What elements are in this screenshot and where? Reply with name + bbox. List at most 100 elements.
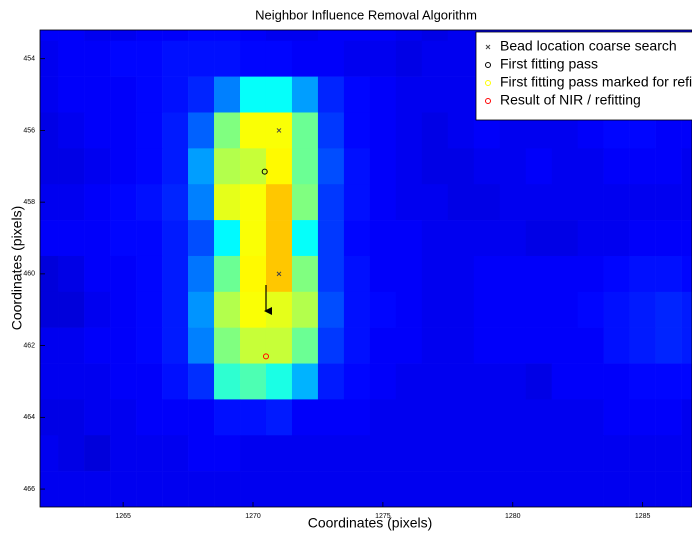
heat-cell — [318, 220, 344, 256]
heat-cell — [292, 435, 318, 471]
heat-cell — [318, 399, 344, 435]
heat-cell — [344, 256, 370, 292]
heat-cell — [526, 292, 552, 328]
heat-cell — [58, 77, 84, 113]
heat-cell — [32, 364, 58, 400]
heat-cell — [396, 148, 422, 184]
heat-cell — [162, 364, 188, 400]
heat-cell — [266, 328, 292, 364]
heat-cell — [84, 148, 110, 184]
heat-cell — [162, 256, 188, 292]
heat-cell — [630, 399, 656, 435]
heat-cell — [58, 184, 84, 220]
heat-cell — [84, 220, 110, 256]
heat-cell — [422, 148, 448, 184]
heat-cell — [32, 471, 58, 507]
heat-cell — [630, 148, 656, 184]
heat-cell — [604, 220, 630, 256]
heat-cell — [136, 77, 162, 113]
heat-cell — [526, 364, 552, 400]
heat-cell — [578, 292, 604, 328]
heat-cell — [604, 471, 630, 507]
heat-cell — [396, 112, 422, 148]
heat-cell — [318, 77, 344, 113]
heat-cell — [682, 184, 692, 220]
x-tick-label: 1270 — [245, 513, 261, 520]
heat-cell — [188, 148, 214, 184]
heat-cell — [240, 435, 266, 471]
heat-cell — [448, 364, 474, 400]
heat-cell — [292, 77, 318, 113]
heat-cell — [214, 292, 240, 328]
heat-cell — [526, 220, 552, 256]
heat-cell — [58, 256, 84, 292]
heat-cell — [526, 399, 552, 435]
heat-cell — [344, 220, 370, 256]
heat-cell — [318, 471, 344, 507]
heat-cell — [292, 112, 318, 148]
heat-cell — [58, 471, 84, 507]
heat-cell — [32, 77, 58, 113]
heat-cell — [84, 5, 110, 41]
heat-cell — [84, 364, 110, 400]
heat-cell — [396, 399, 422, 435]
heat-cell — [552, 435, 578, 471]
heat-cell — [370, 77, 396, 113]
heat-cell — [474, 435, 500, 471]
heat-cell — [214, 220, 240, 256]
heat-cell — [32, 292, 58, 328]
heat-cell — [240, 77, 266, 113]
heat-cell — [318, 292, 344, 328]
heat-cell — [162, 435, 188, 471]
heat-cell — [682, 364, 692, 400]
x-tick-label: 1265 — [115, 513, 131, 520]
heat-cell — [656, 184, 682, 220]
legend-label: Bead location coarse search — [500, 38, 677, 54]
heat-cell — [474, 471, 500, 507]
heat-cell — [500, 364, 526, 400]
heat-cell — [292, 364, 318, 400]
heat-cell — [578, 148, 604, 184]
heat-cell — [266, 399, 292, 435]
heat-cell — [656, 148, 682, 184]
heat-cell — [58, 399, 84, 435]
heat-cell — [630, 435, 656, 471]
y-tick-label: 458 — [23, 199, 35, 206]
heat-cell — [266, 148, 292, 184]
heat-cell — [448, 471, 474, 507]
heat-cell — [448, 41, 474, 77]
chart: Neighbor Influence Removal Algorithm 126… — [0, 0, 692, 534]
legend-label: First fitting pass — [500, 56, 598, 72]
heat-cell — [604, 328, 630, 364]
heat-cell — [58, 328, 84, 364]
heat-cell — [604, 184, 630, 220]
heat-cell — [448, 292, 474, 328]
heat-cell — [84, 77, 110, 113]
heat-cell — [396, 41, 422, 77]
heat-cell — [136, 364, 162, 400]
heat-cell — [656, 471, 682, 507]
heat-cell — [422, 435, 448, 471]
heat-cell — [370, 256, 396, 292]
heat-cell — [344, 471, 370, 507]
heat-cell — [136, 148, 162, 184]
heat-cell — [396, 292, 422, 328]
heat-cell — [682, 148, 692, 184]
heat-cell — [422, 184, 448, 220]
heat-cell — [214, 112, 240, 148]
heat-cell — [682, 328, 692, 364]
heat-cell — [214, 364, 240, 400]
heat-cell — [552, 148, 578, 184]
heat-cell — [162, 112, 188, 148]
heat-cell — [474, 399, 500, 435]
heat-cell — [136, 220, 162, 256]
heat-cell — [136, 256, 162, 292]
heat-cell — [396, 435, 422, 471]
heat-cell — [214, 148, 240, 184]
heat-cell — [370, 220, 396, 256]
heat-cell — [370, 292, 396, 328]
y-tick-label: 466 — [23, 486, 35, 493]
heat-cell — [58, 41, 84, 77]
heat-cell — [630, 184, 656, 220]
heat-cell — [630, 471, 656, 507]
